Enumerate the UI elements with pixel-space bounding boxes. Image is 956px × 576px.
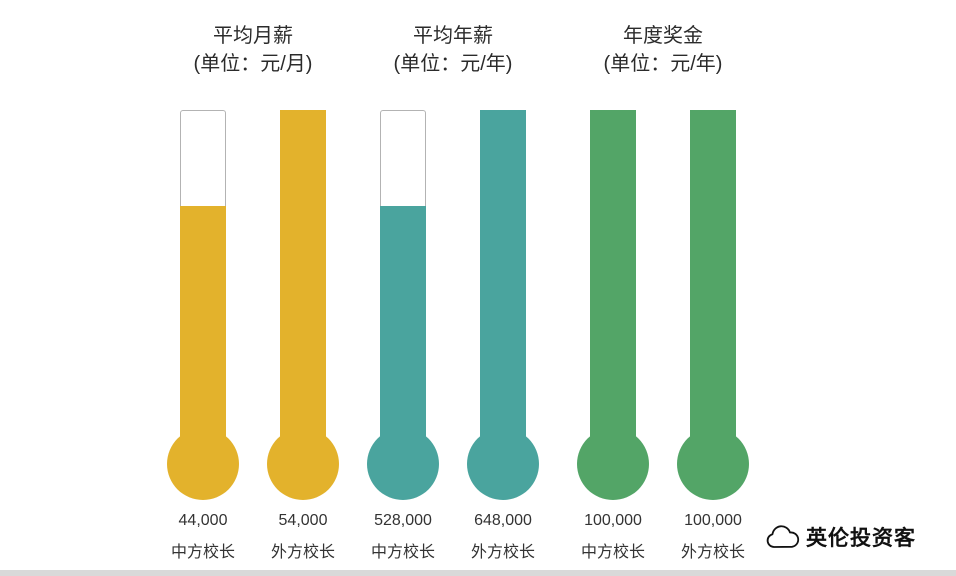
thermometer-column-chinese-principal: 100,000 中方校长 [563,110,663,562]
thermometer-fill [380,205,426,450]
bar-value: 100,000 [684,512,742,529]
group-avg-annual-salary: 平均年薪 (单位：元/年) 528,000 中方校长 648,000 外方校长 [353,22,553,562]
thermometer-tube [280,110,326,450]
bar-label: 外方校长 [470,544,535,561]
group-unit: (单位：元/年) [393,53,513,75]
group-title: 平均年薪 [413,25,493,47]
thermometer-tube [380,110,426,450]
thermometer-column-foreign-principal: 100,000 外方校长 [663,110,763,562]
watermark-text: 英伦投资客 [806,527,916,550]
thermometer-row: 100,000 中方校长 100,000 外方校长 [563,110,763,562]
thermometer-fill [690,110,736,450]
thermometer-column-foreign-principal: 54,000 外方校长 [253,110,353,562]
thermometer-column-chinese-principal: 528,000 中方校长 [353,110,453,562]
thermometer-column-chinese-principal: 44,000 中方校长 [153,110,253,562]
thermometer-row: 44,000 中方校长 54,000 外方校长 [153,110,353,562]
group-unit: (单位：元/月) [193,53,313,75]
bottom-divider [0,570,956,576]
thermometer-fill [590,110,636,450]
bar-label: 外方校长 [270,544,335,561]
bar-label: 中方校长 [170,544,235,561]
group-header: 平均年薪 (单位：元/年) [353,22,553,78]
bar-label: 中方校长 [370,544,435,561]
group-unit: (单位：元/年) [603,53,723,75]
bar-label: 中方校长 [580,544,645,561]
watermark: 英伦投资客 [766,522,916,552]
bar-label: 外方校长 [680,544,745,561]
thermometer-row: 528,000 中方校长 648,000 外方校长 [353,110,553,562]
group-header: 平均月薪 (单位：元/月) [153,22,353,78]
thermometer-tube [180,110,226,450]
thermometer-fill [180,205,226,450]
thermometer-fill [280,110,326,450]
thermometer-tube [690,110,736,450]
bar-value: 44,000 [178,512,228,529]
group-title: 年度奖金 [623,25,703,47]
thermometer-tube [590,110,636,450]
bar-value: 100,000 [584,512,642,529]
thermometer-column-foreign-principal: 648,000 外方校长 [453,110,553,562]
cloud-icon [766,524,800,550]
bar-value: 528,000 [374,512,432,529]
group-header: 年度奖金 (单位：元/年) [563,22,763,78]
thermometer-tube [480,110,526,450]
group-annual-bonus: 年度奖金 (单位：元/年) 100,000 中方校长 100,000 外方校长 [563,22,763,562]
thermometer-fill [480,110,526,450]
group-avg-monthly-salary: 平均月薪 (单位：元/月) 44,000 中方校长 54,000 外方校长 [153,22,353,562]
group-title: 平均月薪 [213,25,293,47]
bar-value: 54,000 [278,512,328,529]
bar-value: 648,000 [474,512,532,529]
